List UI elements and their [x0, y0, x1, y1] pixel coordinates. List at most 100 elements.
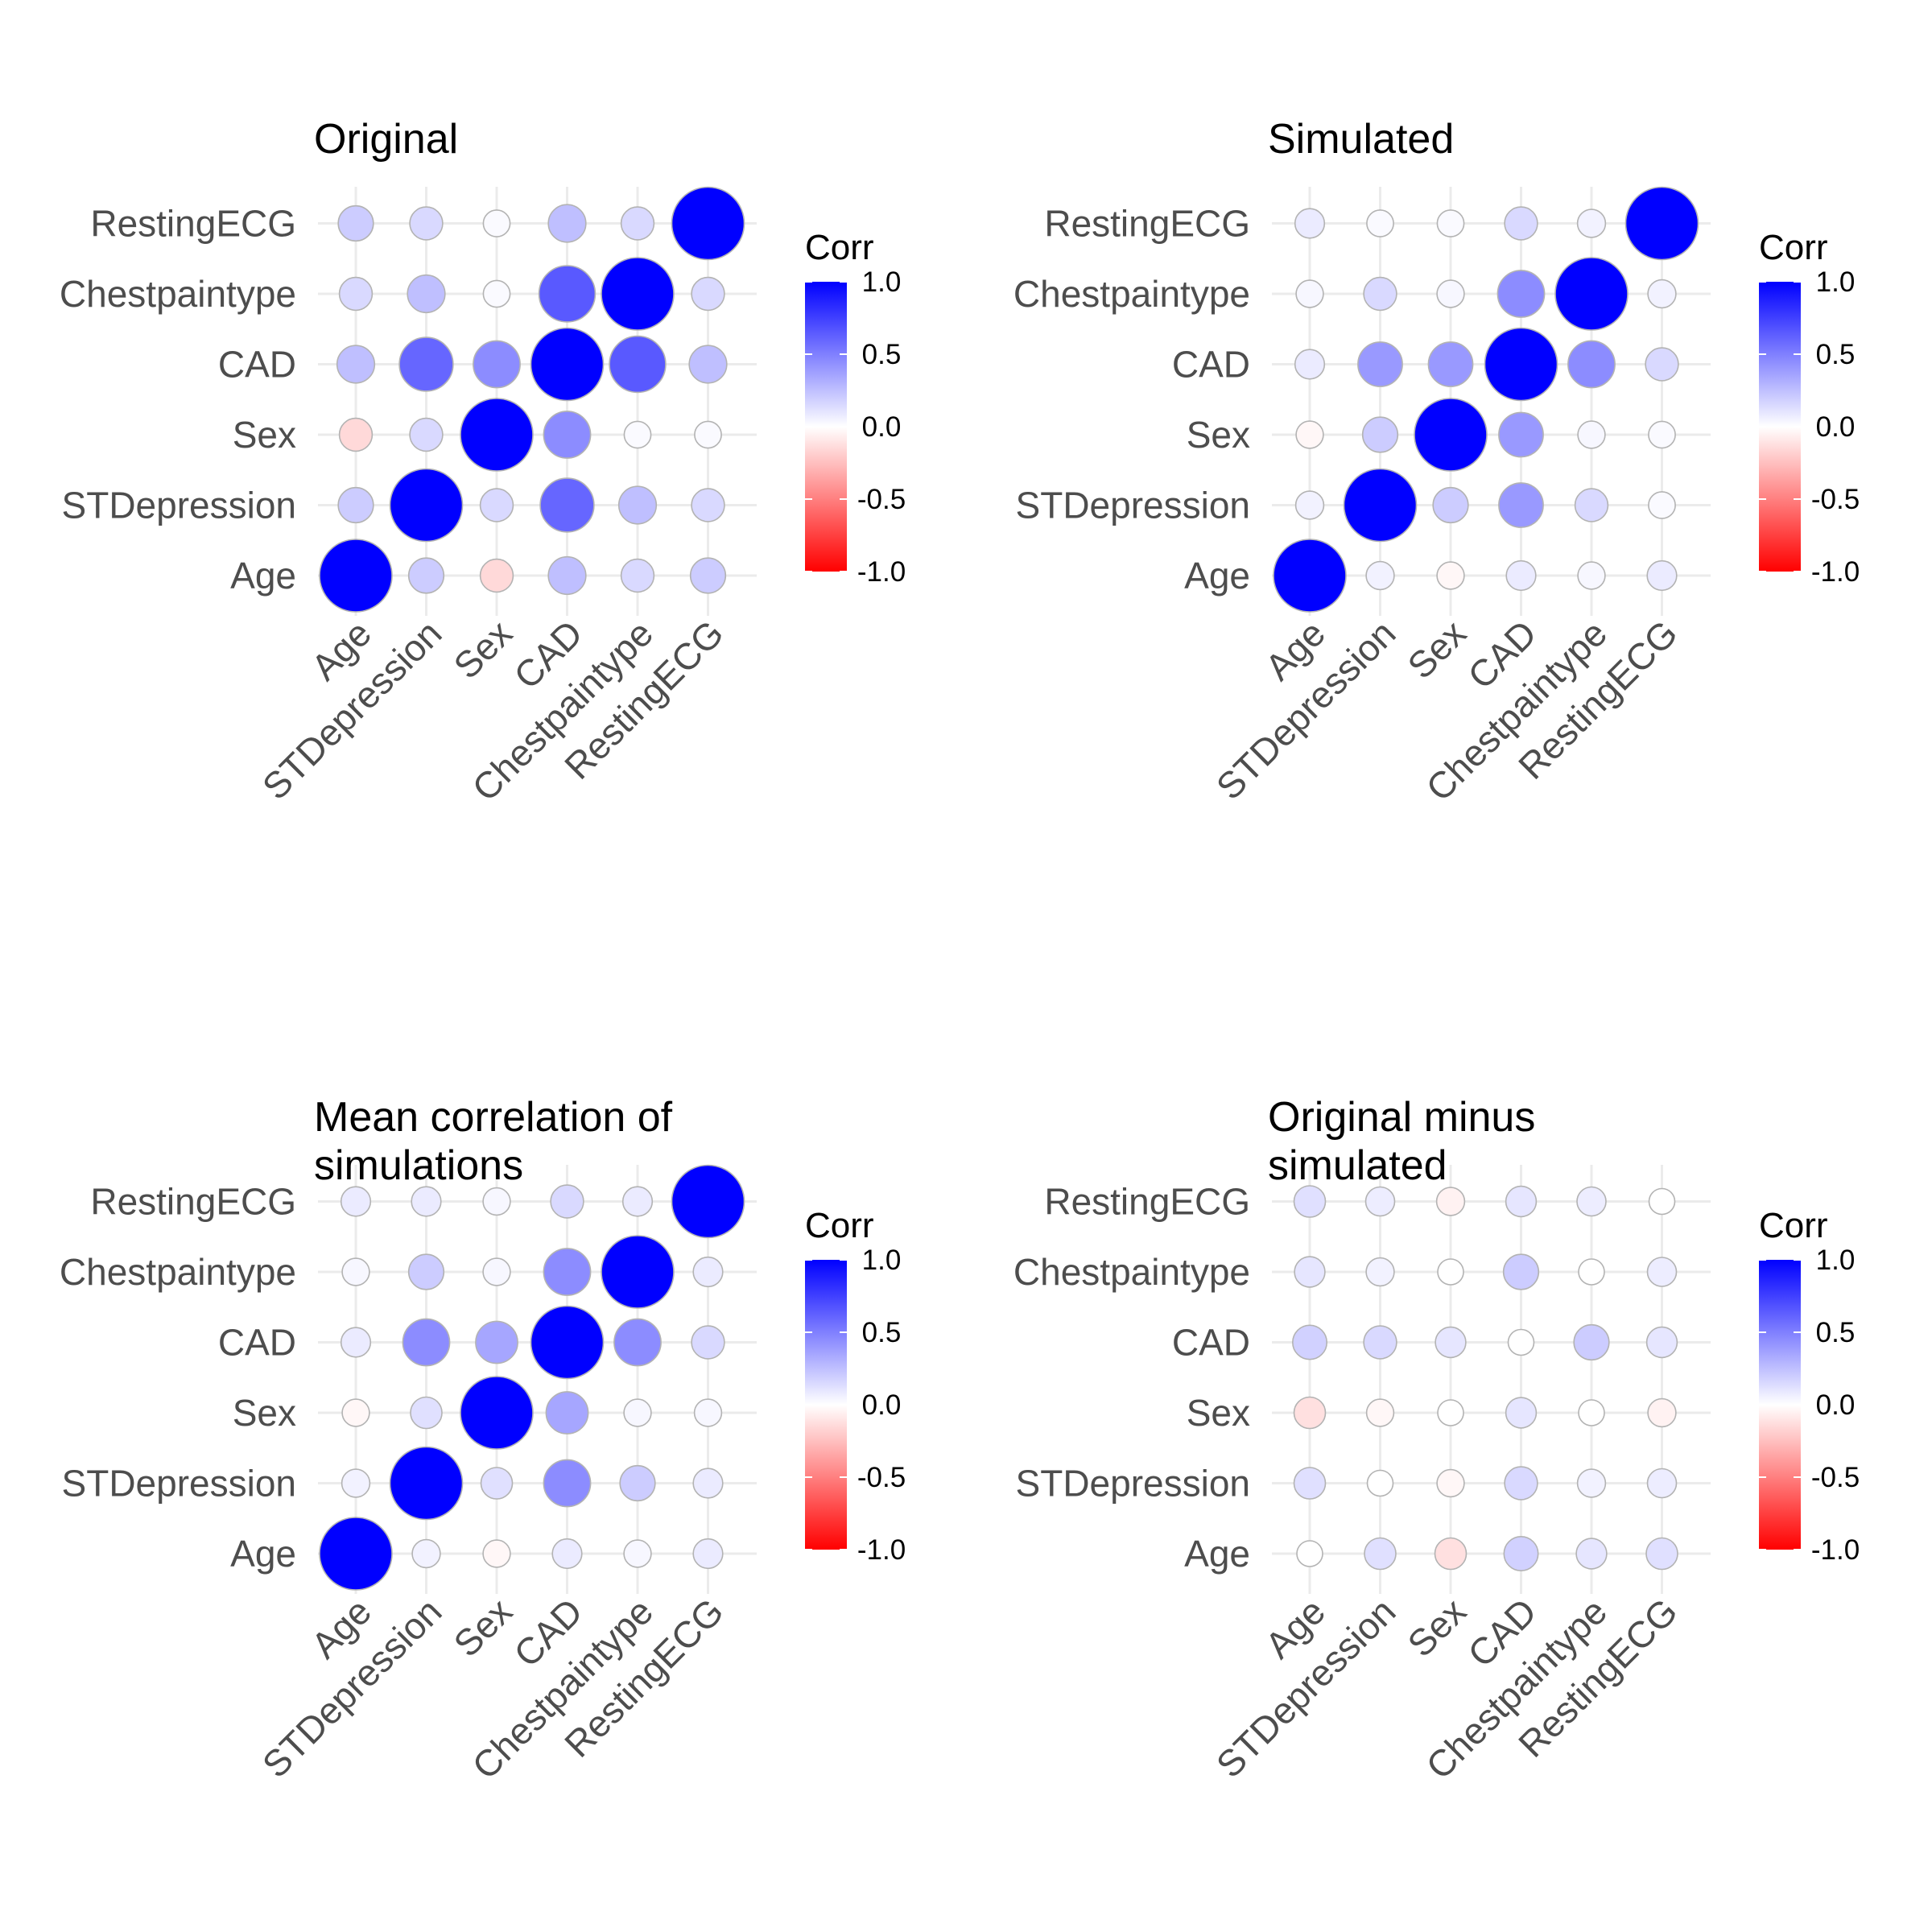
corr-point-CAD-Chestpaintype: [1502, 1253, 1540, 1290]
legend-tick-label: -0.5: [857, 484, 906, 515]
corr-point-Sex-CAD: [473, 340, 521, 389]
legend-title: Corr: [805, 1206, 874, 1245]
corr-point-Chestpaintype-STDepression: [1576, 1468, 1607, 1498]
corr-point-Chestpaintype-STDepression: [619, 1464, 656, 1502]
corr-point-Sex-Chestpaintype: [1436, 279, 1465, 308]
corr-point-STDepression-STDepression: [1343, 468, 1418, 543]
corr-point-STDepression-STDepression: [389, 468, 464, 543]
corr-point-RestingECG-RestingECG: [671, 1164, 745, 1239]
corr-point-Age-CAD: [1294, 349, 1326, 380]
corr-point-Sex-Chestpaintype: [482, 279, 511, 308]
corr-point-CAD-Chestpaintype: [538, 265, 597, 323]
corr-point-STDepression-Chestpaintype: [1363, 276, 1397, 312]
legend-tick-label: 0.0: [1816, 1389, 1856, 1421]
corr-point-Chestpaintype-CAD: [1567, 340, 1616, 389]
corr-point-STDepression-Chestpaintype: [407, 1253, 445, 1290]
corr-point-Age-Sex: [338, 417, 374, 452]
corr-point-Chestpaintype-RestingECG: [1576, 1186, 1607, 1217]
corr-panel-1: Original Age STDepression Sex CAD Chestpainty…: [60, 116, 906, 809]
y-tick-label: Sex: [233, 414, 296, 456]
corr-point-STDepression-Age: [407, 557, 445, 594]
legend-tick-label: -0.5: [857, 1462, 906, 1493]
y-tick-label: CAD: [218, 344, 296, 386]
corr-point-RestingECG-CAD: [691, 1325, 725, 1360]
corr-point-STDepression-Age: [1364, 1537, 1397, 1571]
y-tick-label: CAD: [1172, 344, 1250, 386]
y-tick-label: RestingECG: [1044, 1181, 1250, 1223]
corr-point-Sex-Age: [482, 1539, 511, 1568]
corr-point-Age-Age: [319, 1517, 393, 1591]
corr-point-CAD-CAD: [530, 327, 605, 402]
corr-point-Sex-RestingECG: [482, 209, 511, 237]
y-tick-label: Age: [1184, 1533, 1250, 1575]
corr-point-CAD-Age: [547, 555, 587, 596]
corr-point-CAD-Sex: [1498, 411, 1544, 458]
corr-point-RestingECG-Sex: [694, 420, 722, 449]
corr-point-CAD-Chestpaintype: [543, 1248, 592, 1296]
corr-point-CAD-CAD: [1507, 1328, 1535, 1356]
corr-point-Chestpaintype-Age: [620, 558, 655, 593]
corr-point-Age-Age: [1273, 539, 1347, 613]
corr-point-Age-CAD: [340, 1327, 372, 1358]
corr-point-STDepression-Sex: [410, 1396, 443, 1430]
corr-point-Chestpaintype-Age: [1575, 1538, 1608, 1570]
corr-point-RestingECG-STDepression: [1648, 491, 1676, 519]
corr-point-Chestpaintype-RestingECG: [1576, 208, 1607, 238]
corr-point-CAD-Age: [1505, 559, 1537, 592]
corr-point-CAD-RestingECG: [550, 1184, 584, 1219]
y-tick-label: Chestpaintype: [1013, 1251, 1250, 1293]
corr-point-Age-RestingECG: [1294, 208, 1326, 239]
legend-title: Corr: [805, 228, 874, 267]
corr-point-Sex-Age: [1436, 561, 1465, 590]
y-tick-label: RestingECG: [1044, 203, 1250, 245]
corr-point-RestingECG-RestingECG: [1648, 1187, 1676, 1216]
corr-point-STDepression-CAD: [1357, 341, 1403, 387]
legend-tick-label: 1.0: [1816, 266, 1856, 298]
y-tick-label: STDepression: [1016, 485, 1250, 526]
corr-point-RestingECG-Chestpaintype: [1647, 279, 1677, 309]
corr-point-RestingECG-Age: [1645, 1537, 1678, 1571]
y-tick-label: CAD: [218, 1322, 296, 1364]
corr-point-CAD-RestingECG: [1504, 206, 1538, 241]
corr-point-Age-STDepression: [1293, 1467, 1327, 1500]
corr-point-Chestpaintype-CAD: [613, 1318, 662, 1367]
corr-point-Age-Age: [1296, 1540, 1323, 1567]
corr-point-STDepression-CAD: [402, 1318, 451, 1367]
legend-tick-label: 0.5: [862, 339, 902, 370]
legend-tick-label: 0.5: [1816, 1317, 1856, 1348]
legend-title: Corr: [1759, 228, 1828, 267]
y-tick-label: STDepression: [62, 1463, 296, 1505]
legend-tick-label: 0.5: [862, 1317, 902, 1348]
legend-tick-label: 0.0: [1816, 411, 1856, 443]
y-tick-label: CAD: [1172, 1322, 1250, 1364]
corr-point-RestingECG-CAD: [688, 345, 728, 384]
corr-point-Chestpaintype-Chestpaintype: [1578, 1258, 1605, 1286]
corr-point-Age-Age: [319, 539, 393, 613]
corr-point-Age-RestingECG: [340, 1186, 372, 1217]
corr-point-CAD-Age: [551, 1538, 583, 1570]
corr-point-RestingECG-RestingECG: [1624, 186, 1699, 261]
y-tick-label: RestingECG: [90, 1181, 296, 1223]
corr-point-CAD-Sex: [543, 411, 592, 459]
corr-point-RestingECG-RestingECG: [671, 186, 745, 261]
panel-title: Simulated: [1268, 116, 1454, 163]
corr-point-Sex-Sex: [1414, 398, 1488, 472]
corr-point-Sex-STDepression: [1436, 1468, 1465, 1498]
corr-point-CAD-STDepression: [539, 477, 595, 533]
corr-point-RestingECG-Chestpaintype: [1646, 1257, 1678, 1287]
corr-point-Age-STDepression: [1294, 490, 1325, 520]
y-tick-label: Age: [230, 1533, 296, 1575]
corr-point-Sex-CAD: [1427, 341, 1474, 387]
corr-point-RestingECG-Age: [1646, 559, 1678, 592]
corr-point-Chestpaintype-RestingECG: [621, 1186, 654, 1217]
corr-point-Chestpaintype-STDepression: [617, 485, 658, 525]
corr-point-STDepression-Chestpaintype: [1365, 1257, 1395, 1287]
corr-point-Age-RestingECG: [1293, 1185, 1327, 1218]
corr-point-CAD-RestingECG: [1505, 1185, 1538, 1218]
x-tick-label: Sex: [1399, 1590, 1474, 1665]
corr-point-Sex-CAD: [475, 1320, 518, 1364]
corr-point-Age-Chestpaintype: [1295, 279, 1324, 308]
corr-panel-2: Simulated Age STDepression Sex CAD Chestpaint…: [1013, 116, 1860, 809]
corr-point-STDepression-Sex: [409, 417, 444, 452]
